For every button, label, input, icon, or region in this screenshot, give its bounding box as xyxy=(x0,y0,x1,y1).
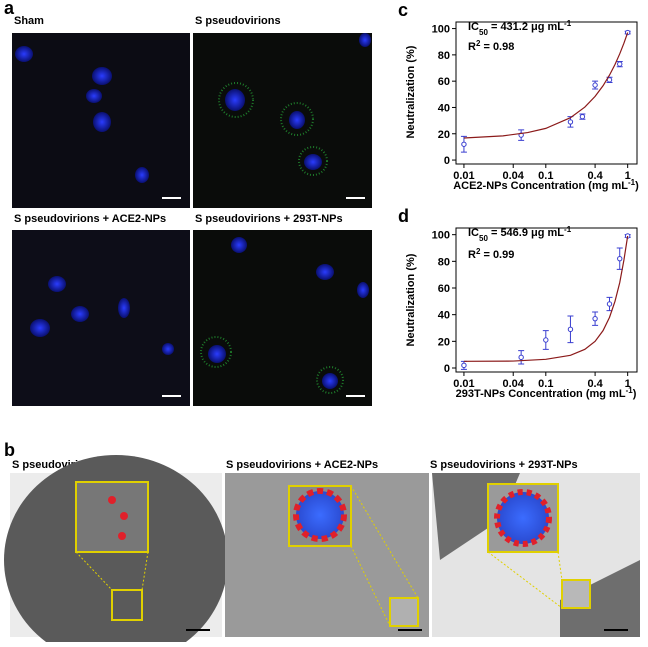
annotation: R2 = 0.98 xyxy=(468,39,514,54)
point xyxy=(567,119,574,125)
annotation: R2 = 0.99 xyxy=(468,247,514,262)
x-tick-label: 0.4 xyxy=(587,378,603,390)
plot-frame xyxy=(455,21,638,165)
plot-frame xyxy=(455,227,638,373)
x-tick-label: 1 xyxy=(625,170,631,182)
chart: IC50 = 431.2 μg mL-1 R2 = 0.98 ACE2-NPs … xyxy=(405,19,639,193)
fit-curve xyxy=(463,235,629,362)
x-tick-label: 0.1 xyxy=(538,170,553,182)
y-tick-label: 20 xyxy=(438,336,450,348)
x-tick-label: 0.01 xyxy=(453,170,474,182)
y-tick-label: 100 xyxy=(432,230,450,242)
image xyxy=(12,230,190,406)
membrane-signal xyxy=(200,82,344,394)
y-tick-label: 20 xyxy=(438,129,450,141)
point xyxy=(543,337,549,343)
y-tick-label: 0 xyxy=(444,363,450,375)
y-axis-label: Neutralization (%) xyxy=(405,45,417,138)
zoom-line xyxy=(487,551,563,609)
point xyxy=(592,315,598,322)
y-tick-label: 60 xyxy=(438,76,450,88)
roi xyxy=(561,579,591,609)
x-axis-label: ACE2-NPs Concentration (mg mL-1) xyxy=(453,178,639,193)
zoom-line xyxy=(350,485,419,627)
y-axis-label: Neutralization (%) xyxy=(405,253,417,346)
image-label: Sham xyxy=(14,15,44,27)
y-tick-label: 80 xyxy=(438,50,450,62)
roi xyxy=(111,589,143,621)
image-label: S pseudovirions xyxy=(195,15,281,27)
point xyxy=(461,141,467,147)
image xyxy=(193,230,372,406)
y-tick-label: 0 xyxy=(444,155,450,167)
annotation: IC50 = 431.2 μg mL-1 xyxy=(468,19,572,37)
panel-letter: d xyxy=(398,206,409,226)
panel-letter: a xyxy=(4,0,15,18)
point xyxy=(606,301,613,307)
point xyxy=(461,362,467,369)
x-tick-label: 0.01 xyxy=(453,378,474,390)
tem-images: S pseudovirions S pseudovirions + ACE2-N… xyxy=(4,455,640,647)
y-tick-label: 60 xyxy=(438,283,450,295)
x-tick-label: 0.04 xyxy=(503,170,525,182)
x-tick-label: 0.04 xyxy=(503,378,525,390)
fit-curve xyxy=(463,32,629,139)
y-tick-label: 100 xyxy=(432,24,450,36)
image-label: S pseudovirions + ACE2-NPs xyxy=(226,459,378,471)
image-label: S pseudovirions + 293T-NPs xyxy=(195,213,343,225)
y-tick-label: 40 xyxy=(438,102,450,114)
point xyxy=(518,354,524,361)
panel-letter: b xyxy=(4,440,15,460)
x-tick-label: 1 xyxy=(625,378,631,390)
zoom-line xyxy=(75,551,149,591)
y-tick-label: 80 xyxy=(438,256,450,268)
point xyxy=(579,113,586,120)
chart: IC50 = 546.9 μg mL-1 R2 = 0.99 293T-NPs … xyxy=(405,225,638,401)
point xyxy=(592,82,598,88)
x-tick-label: 0.4 xyxy=(587,170,603,182)
annotation: IC50 = 546.9 μg mL-1 xyxy=(468,225,572,243)
micrographs: Sham S pseudovirions S pseudovirions + A… xyxy=(12,15,372,406)
image xyxy=(193,33,372,208)
image-label: S pseudovirions + 293T-NPs xyxy=(430,459,578,471)
nanoparticle xyxy=(293,488,347,542)
nanoparticle xyxy=(494,489,552,547)
roi xyxy=(389,597,419,627)
inset xyxy=(75,481,149,553)
point xyxy=(617,255,623,262)
point xyxy=(567,326,574,333)
image-label: S pseudovirions + ACE2-NPs xyxy=(14,213,166,225)
y-tick-label: 40 xyxy=(438,310,450,322)
scale-bar xyxy=(162,197,365,397)
panel-letter: c xyxy=(398,0,408,20)
nuclei xyxy=(15,33,371,389)
x-tick-label: 0.1 xyxy=(538,378,553,390)
x-axis-label: 293T-NPs Concentration (mg mL-1) xyxy=(456,386,637,401)
point xyxy=(617,61,623,67)
